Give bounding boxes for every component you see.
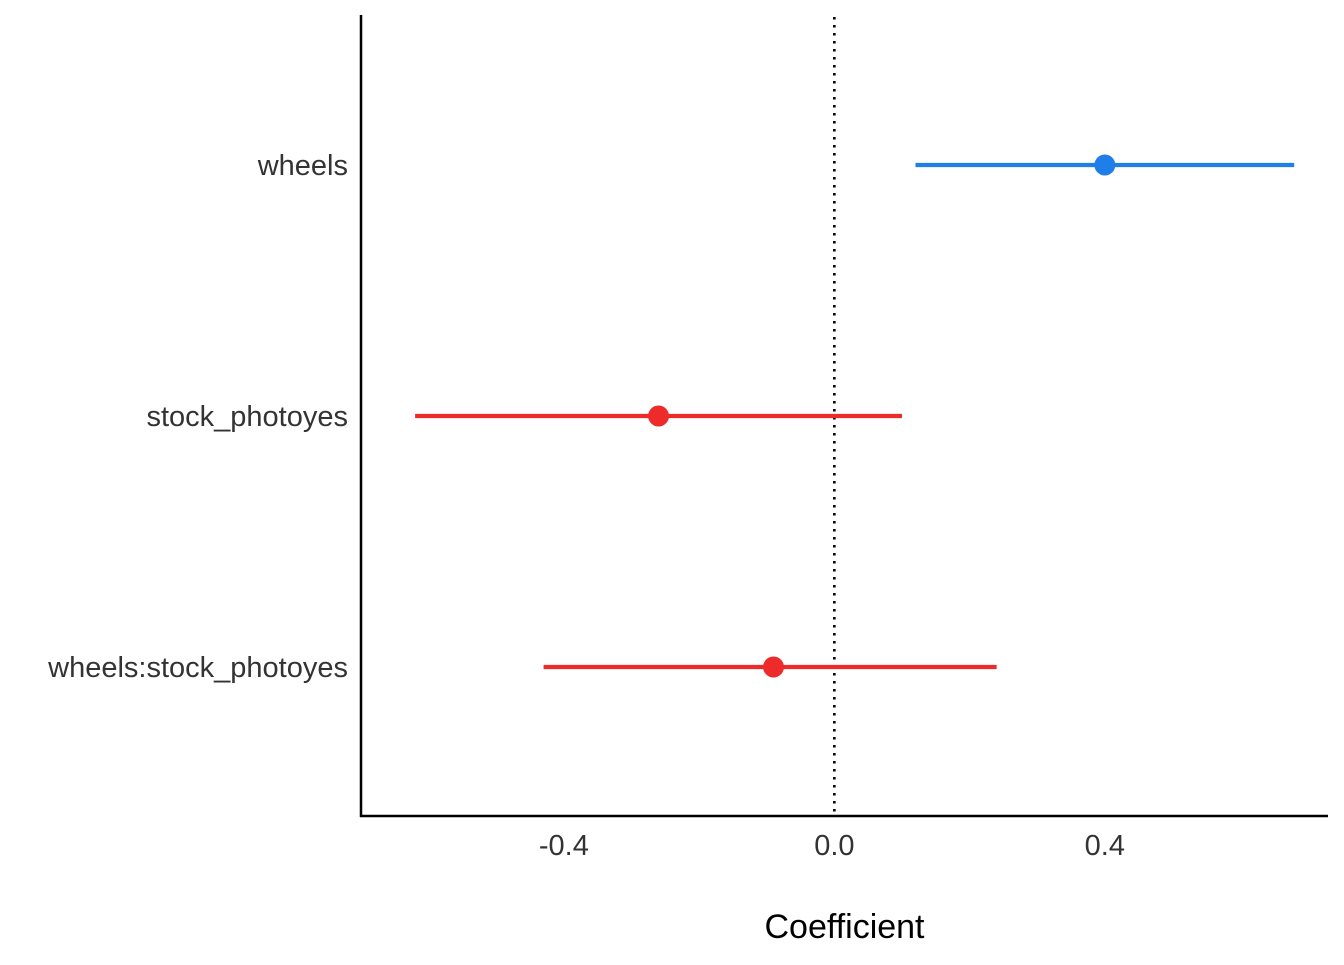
labels-layer: -0.4 0.0 0.4 Coefficient wheels stock_photoye… bbox=[47, 150, 1125, 946]
y-term-label: wheels:stock_photoyes bbox=[47, 652, 348, 684]
x-tick-label: 0.4 bbox=[1085, 830, 1125, 862]
y-term-label: stock_photoyes bbox=[146, 401, 348, 433]
point-estimate bbox=[648, 405, 670, 427]
point-estimate bbox=[1094, 154, 1116, 176]
axes-layer bbox=[359, 15, 1328, 818]
point-estimate bbox=[762, 656, 784, 678]
marks-layer bbox=[415, 154, 1295, 678]
x-tick-label: 0.0 bbox=[814, 830, 854, 862]
x-axis-title: Coefficient bbox=[764, 908, 925, 946]
x-tick-label: -0.4 bbox=[539, 830, 589, 862]
y-term-label: wheels bbox=[257, 150, 348, 182]
